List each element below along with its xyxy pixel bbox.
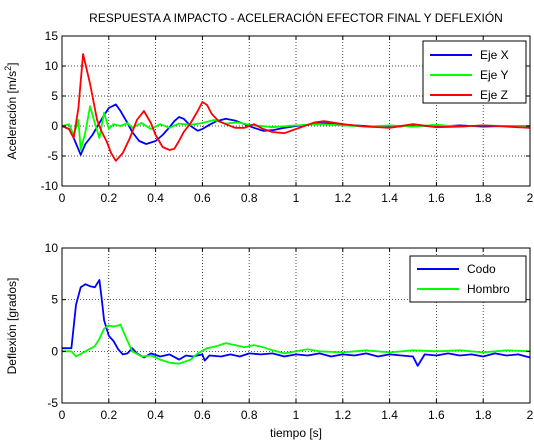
x-tick-label: 0.8 [241, 191, 258, 205]
y-tick-label: -10 [41, 179, 59, 193]
series-line-eje-y [61, 105, 530, 151]
x-tick-label: 0.4 [147, 191, 164, 205]
x-tick-label: 1.4 [381, 408, 398, 422]
x-tick-label: 1.2 [334, 191, 351, 205]
x-tick-label: 0 [59, 408, 66, 422]
y-axis-label: Deflexión [grados] [5, 278, 19, 375]
legend: Eje X Eje Y Eje Z [422, 40, 527, 104]
x-tick-label: 0.2 [100, 408, 117, 422]
legend-label-eje-z: Eje Z [480, 88, 508, 102]
series-line-codo [62, 279, 531, 367]
legend: Codo Hombro [409, 255, 527, 303]
x-tick-label: 1.8 [475, 191, 492, 205]
x-tick-label: 0.8 [241, 408, 258, 422]
y-tick-label: 15 [45, 29, 59, 43]
y-tick-label: 5 [51, 293, 58, 307]
axis-ticks: 0 0.2 0.4 0.6 0.8 1 1.2 1.4 1.6 1.8 2 -10 -5 0 5 10 15 [41, 29, 534, 205]
x-tick-label: 2 [527, 191, 534, 205]
x-tick-label: 1.4 [381, 191, 398, 205]
x-tick-label: 1 [293, 191, 300, 205]
x-tick-label: 0.6 [194, 191, 211, 205]
y-axis-label-sup: 2 [3, 66, 13, 71]
legend-label-hombro: Hombro [467, 282, 510, 296]
y-tick-label: 10 [45, 59, 59, 73]
chart-title: RESPUESTA A IMPACTO - ACELERACIÓN EFECTO… [89, 10, 503, 25]
series-lines [62, 279, 531, 367]
x-tick-label: 1.8 [475, 408, 492, 422]
series-line-eje-z [61, 53, 531, 162]
x-axis-label: tiempo [s] [270, 426, 322, 440]
x-tick-label: 1 [293, 408, 300, 422]
y-tick-label: 5 [51, 89, 58, 103]
legend-label-codo: Codo [467, 262, 496, 276]
legend-box [409, 255, 527, 303]
y-tick-label: 0 [51, 344, 58, 358]
legend-box [422, 40, 527, 104]
x-tick-label: 1.6 [428, 408, 445, 422]
y-tick-label: 10 [45, 241, 59, 255]
y-tick-label: -5 [47, 149, 58, 163]
x-tick-label: 1.2 [334, 408, 351, 422]
series-lines [61, 53, 531, 162]
series-line-hombro [62, 323, 531, 365]
x-tick-label: 1.6 [428, 191, 445, 205]
y-axis-label: Aceleración [m/s2] [3, 62, 19, 159]
x-tick-label: 0.2 [100, 191, 117, 205]
y-tick-label: 0 [51, 119, 58, 133]
y-tick-label: -5 [47, 396, 58, 410]
legend-label-eje-x: Eje X [480, 48, 509, 62]
x-tick-label: 2 [527, 408, 534, 422]
y-axis-label-main: Aceleración [m/s [5, 71, 19, 160]
y-axis-label-end: ] [5, 62, 19, 65]
x-tick-label: 0.4 [147, 408, 164, 422]
x-tick-label: 0 [59, 191, 66, 205]
legend-label-eje-y: Eje Y [480, 68, 508, 82]
acceleration-panel: 0 0.2 0.4 0.6 0.8 1 1.2 1.4 1.6 1.8 2 -10 -5 0 5 10 15 A… [3, 29, 534, 205]
x-tick-label: 0.6 [194, 408, 211, 422]
